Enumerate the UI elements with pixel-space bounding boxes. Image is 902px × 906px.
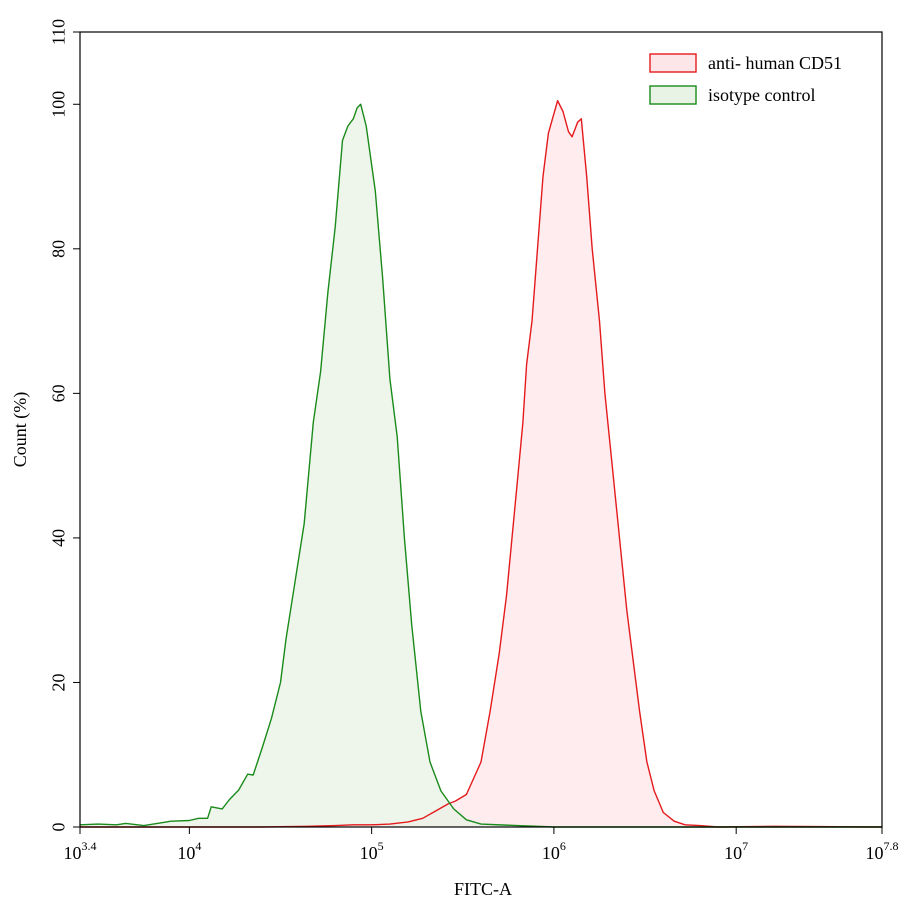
series-fills: [80, 100, 882, 828]
y-tick-label: 0: [48, 823, 68, 832]
series-fill-anti-human-cd51: [80, 100, 882, 827]
x-axis: 103.4 104 105 106 107 107.8: [64, 827, 899, 863]
series-lines: [79, 100, 883, 828]
legend-label-isotype-control: isotype control: [708, 85, 815, 105]
plot-frame: [79, 31, 883, 828]
legend-swatch-isotype-control: [649, 85, 697, 105]
series-fill-isotype-control: [80, 104, 882, 828]
y-tick-label: 80: [48, 240, 68, 258]
legend-label-anti-human-cd51: anti- human CD51: [708, 53, 842, 73]
legend: anti- human CD51 isotype control: [649, 53, 842, 105]
x-tick-label: 105: [360, 839, 384, 863]
y-axis-title: Count (%): [10, 392, 31, 468]
series-line-anti-human-cd51: [80, 100, 883, 828]
x-tick-label: 103.4: [64, 839, 97, 863]
x-tick-label: 104: [177, 839, 201, 863]
y-tick-label: 40: [48, 529, 68, 547]
y-tick-label: 110: [48, 19, 68, 45]
y-tick-label: 100: [48, 91, 68, 118]
x-tick-label: 106: [542, 839, 566, 863]
x-axis-title: FITC-A: [454, 879, 512, 899]
x-tick-label: 107.8: [866, 839, 899, 863]
legend-swatch-anti-human-cd51: [649, 53, 697, 73]
series-line-isotype-control: [79, 103, 882, 828]
y-axis: 0 20 40 60 80 100 110: [48, 19, 80, 832]
y-tick-label: 60: [48, 384, 68, 402]
y-tick-label: 20: [48, 673, 68, 691]
x-tick-label: 107: [724, 839, 748, 863]
